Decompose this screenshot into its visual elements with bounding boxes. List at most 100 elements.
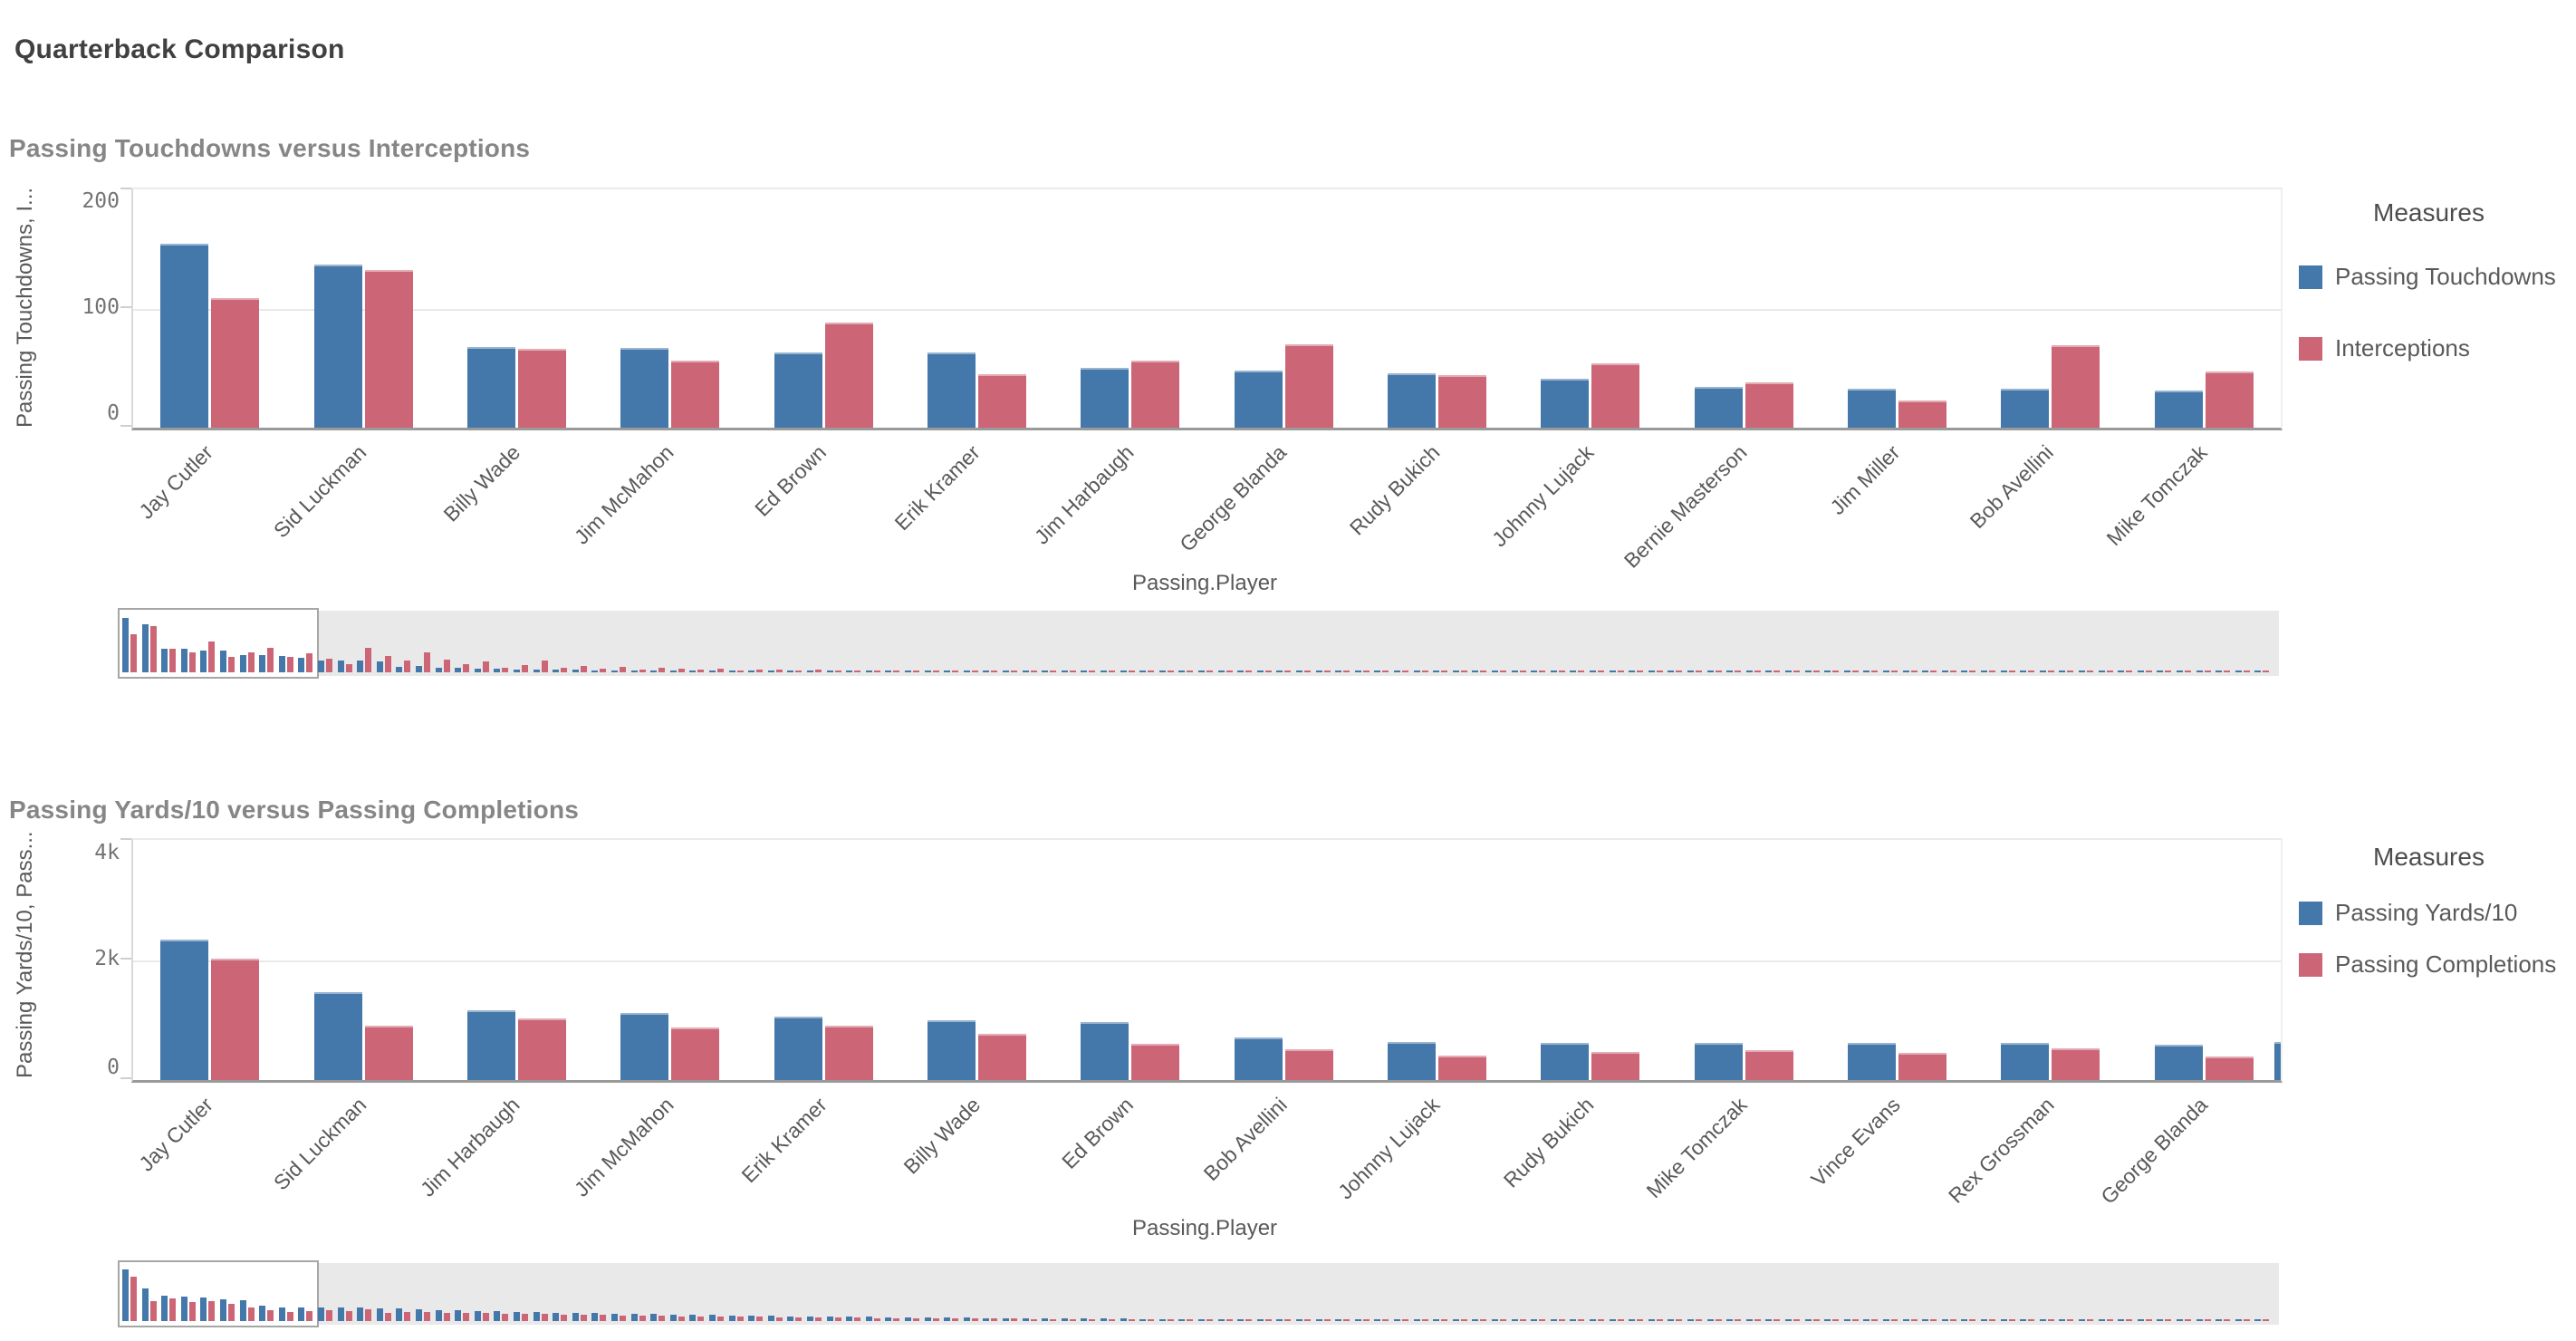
bar-group-billy-wade[interactable] <box>900 840 1053 1080</box>
x-axis-label-billy-wade[interactable]: Billy Wade <box>438 440 524 526</box>
bar-group-johnny-lujack[interactable] <box>1360 840 1514 1080</box>
x-axis-label-mike-tomczak[interactable]: Mike Tomczak <box>2101 440 2212 551</box>
bar-group-billy-wade[interactable] <box>440 189 593 428</box>
bar-interceptions-ed-brown[interactable] <box>824 323 873 428</box>
bar-passing-yards-10-billy-wade[interactable] <box>927 1020 976 1080</box>
x-axis-label-erik-kramer[interactable]: Erik Kramer <box>736 1093 831 1188</box>
bar-group-sid-luckman[interactable] <box>286 840 439 1080</box>
bar-group-jim-mcmahon[interactable] <box>593 189 746 428</box>
bar-passing-touchdowns-billy-wade[interactable] <box>466 347 515 428</box>
bar-group-jim-harbaugh[interactable] <box>440 840 593 1080</box>
chart2-scrollbar-track[interactable] <box>118 1263 2279 1325</box>
bar-passing-yards-10-rex-grossman[interactable] <box>2001 1043 2050 1080</box>
bar-group-mike-tomczak[interactable] <box>2128 189 2281 428</box>
x-axis-label-jim-mcmahon[interactable]: Jim McMahon <box>569 440 678 549</box>
bar-passing-completions-vince-evans[interactable] <box>1898 1053 1947 1080</box>
bar-group-ed-brown[interactable] <box>1053 840 1206 1080</box>
x-axis-label-jim-harbaugh[interactable]: Jim Harbaugh <box>1029 440 1139 549</box>
bar-passing-completions-mike-tomczak[interactable] <box>1745 1050 1793 1080</box>
bar-group-george-blanda[interactable] <box>1207 189 1360 428</box>
bar-group-bernie-masterson[interactable] <box>1668 189 1821 428</box>
bar-group-sid-luckman[interactable] <box>286 189 439 428</box>
x-axis-label-jim-harbaugh[interactable]: Jim Harbaugh <box>416 1093 524 1201</box>
chart1-scrollbar-track[interactable] <box>118 611 2279 676</box>
bar-passing-completions-jay-cutler[interactable] <box>211 959 260 1080</box>
bar-partial-next-group[interactable] <box>2274 1042 2281 1080</box>
bar-passing-yards-10-jay-cutler[interactable] <box>160 940 209 1080</box>
x-axis-label-bob-avellini[interactable]: Bob Avellini <box>1198 1093 1292 1186</box>
x-axis-label-sid-luckman[interactable]: Sid Luckman <box>269 440 371 543</box>
chart2-scrollbar-minimap[interactable] <box>118 1260 2279 1327</box>
x-axis-label-jay-cutler[interactable]: Jay Cutler <box>134 1093 218 1176</box>
x-axis-label-sid-luckman[interactable]: Sid Luckman <box>269 1093 371 1195</box>
x-axis-label-jim-mcmahon[interactable]: Jim McMahon <box>569 1093 678 1201</box>
bar-interceptions-rudy-bukich[interactable] <box>1438 375 1487 428</box>
bar-passing-touchdowns-jay-cutler[interactable] <box>160 244 209 428</box>
bar-passing-yards-10-george-blanda[interactable] <box>2154 1045 2203 1080</box>
bar-passing-yards-10-bob-avellini[interactable] <box>1234 1037 1283 1080</box>
bar-interceptions-mike-tomczak[interactable] <box>2205 371 2254 428</box>
bar-passing-yards-10-mike-tomczak[interactable] <box>1694 1043 1743 1080</box>
x-axis-label-george-blanda[interactable]: George Blanda <box>1175 440 1292 556</box>
bar-interceptions-bernie-masterson[interactable] <box>1745 382 1793 428</box>
x-axis-label-johnny-lujack[interactable]: Johnny Lujack <box>1486 440 1599 552</box>
x-axis-label-rudy-bukich[interactable]: Rudy Bukich <box>1345 440 1445 540</box>
x-axis-label-jay-cutler[interactable]: Jay Cutler <box>134 440 218 524</box>
bar-group-mike-tomczak[interactable] <box>1668 840 1821 1080</box>
bar-passing-completions-ed-brown[interactable] <box>1131 1044 1180 1080</box>
bar-passing-completions-rudy-bukich[interactable] <box>1591 1052 1640 1080</box>
bar-passing-touchdowns-bernie-masterson[interactable] <box>1694 387 1743 428</box>
bar-interceptions-sid-luckman[interactable] <box>364 270 413 428</box>
bar-interceptions-billy-wade[interactable] <box>517 349 566 428</box>
bar-interceptions-erik-kramer[interactable] <box>977 374 1026 428</box>
x-axis-label-billy-wade[interactable]: Billy Wade <box>899 1093 985 1179</box>
x-axis-label-ed-brown[interactable]: Ed Brown <box>1057 1093 1139 1173</box>
bar-passing-touchdowns-jim-mcmahon[interactable] <box>620 348 669 428</box>
bar-interceptions-george-blanda[interactable] <box>1284 344 1333 428</box>
bar-passing-completions-sid-luckman[interactable] <box>364 1026 413 1080</box>
bar-passing-touchdowns-ed-brown[interactable] <box>774 352 822 428</box>
bar-group-jim-mcmahon[interactable] <box>593 840 746 1080</box>
x-axis-label-rudy-bukich[interactable]: Rudy Bukich <box>1498 1093 1599 1192</box>
bar-group-jay-cutler[interactable] <box>133 189 286 428</box>
bar-interceptions-jim-harbaugh[interactable] <box>1131 361 1180 428</box>
x-axis-label-erik-kramer[interactable]: Erik Kramer <box>889 440 985 535</box>
bar-passing-completions-erik-kramer[interactable] <box>824 1026 873 1080</box>
bar-group-rex-grossman[interactable] <box>1974 840 2127 1080</box>
bar-group-rudy-bukich[interactable] <box>1514 840 1667 1080</box>
bar-group-jay-cutler[interactable] <box>133 840 286 1080</box>
x-axis-label-ed-brown[interactable]: Ed Brown <box>750 440 831 521</box>
x-axis-label-mike-tomczak[interactable]: Mike Tomczak <box>1641 1093 1752 1203</box>
bar-passing-touchdowns-rudy-bukich[interactable] <box>1388 373 1437 428</box>
bar-passing-completions-billy-wade[interactable] <box>977 1034 1026 1080</box>
bar-group-bob-avellini[interactable] <box>1207 840 1360 1080</box>
bar-passing-touchdowns-bob-avellini[interactable] <box>2001 389 2050 428</box>
bar-passing-yards-10-rudy-bukich[interactable] <box>1541 1043 1590 1080</box>
x-axis-label-jim-miller[interactable]: Jim Miller <box>1825 440 1905 520</box>
bar-passing-touchdowns-jim-harbaugh[interactable] <box>1081 368 1129 428</box>
x-axis-label-vince-evans[interactable]: Vince Evans <box>1806 1093 1905 1191</box>
bar-group-jim-harbaugh[interactable] <box>1053 189 1206 428</box>
bar-passing-touchdowns-george-blanda[interactable] <box>1234 371 1283 428</box>
bar-passing-yards-10-johnny-lujack[interactable] <box>1388 1042 1437 1080</box>
bar-passing-completions-jim-harbaugh[interactable] <box>517 1018 566 1080</box>
bar-group-jim-miller[interactable] <box>1821 189 1974 428</box>
bar-passing-yards-10-vince-evans[interactable] <box>1848 1043 1897 1080</box>
x-axis-label-george-blanda[interactable]: George Blanda <box>2095 1093 2212 1209</box>
bar-group-ed-brown[interactable] <box>746 189 899 428</box>
bar-group-vince-evans[interactable] <box>1821 840 1974 1080</box>
bar-interceptions-jim-miller[interactable] <box>1898 400 1947 428</box>
bar-passing-touchdowns-johnny-lujack[interactable] <box>1541 379 1590 428</box>
bar-passing-completions-george-blanda[interactable] <box>2205 1056 2254 1080</box>
bar-passing-touchdowns-sid-luckman[interactable] <box>313 265 362 428</box>
bar-passing-touchdowns-erik-kramer[interactable] <box>927 352 976 428</box>
x-axis-label-bernie-masterson[interactable]: Bernie Masterson <box>1619 440 1752 573</box>
bar-passing-completions-rex-grossman[interactable] <box>2052 1048 2100 1080</box>
x-axis-label-rex-grossman[interactable]: Rex Grossman <box>1943 1093 2059 1208</box>
chart2-plot-area[interactable] <box>131 838 2283 1083</box>
bar-passing-completions-johnny-lujack[interactable] <box>1438 1056 1487 1080</box>
bar-group-johnny-lujack[interactable] <box>1514 189 1667 428</box>
bar-group-george-blanda[interactable] <box>2128 840 2281 1080</box>
bar-group-rudy-bukich[interactable] <box>1360 189 1514 428</box>
bar-passing-yards-10-jim-mcmahon[interactable] <box>620 1013 669 1080</box>
